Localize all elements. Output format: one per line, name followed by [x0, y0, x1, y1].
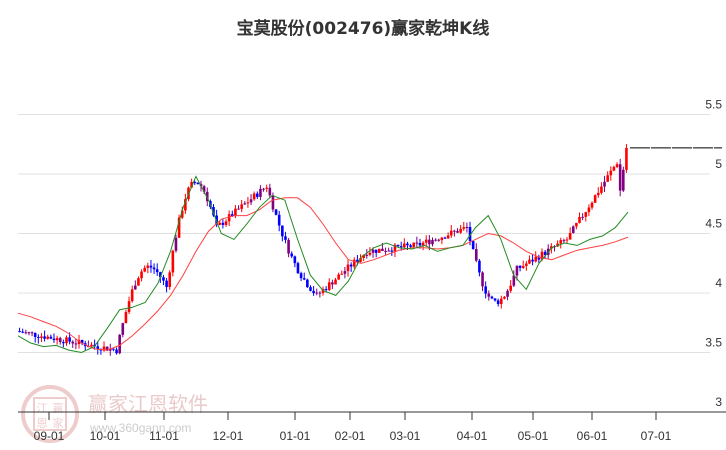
chart-title: 宝莫股份(002476)赢家乾坤K线: [236, 19, 490, 39]
x-tick-label: 09-01: [34, 429, 65, 443]
y-tick-label: 4.5: [705, 217, 722, 231]
y-tick-label: 5.5: [705, 98, 722, 112]
y-tick-label: 3: [715, 395, 722, 409]
grid-lines: [18, 114, 710, 353]
ma-short-line: [17, 175, 629, 354]
y-tick-label: 4: [715, 276, 722, 290]
x-tick-label: 03-01: [390, 429, 421, 443]
y-axis-labels: 3 3.5 4 4.5 5 5.5: [705, 98, 722, 410]
x-tick-label: 05-01: [518, 429, 549, 443]
watermark-seal-icon: 江 赢 恩 家: [21, 385, 79, 443]
x-tick-label: 01-01: [280, 429, 311, 443]
x-tick-label: 12-01: [213, 429, 244, 443]
x-tick-label: 04-01: [457, 429, 488, 443]
watermark-url: www.360gann.com: [89, 421, 191, 435]
x-tick-label: 06-01: [577, 429, 608, 443]
candlesticks: [18, 144, 628, 356]
svg-text:恩: 恩: [37, 417, 48, 430]
svg-text:江: 江: [37, 402, 48, 415]
x-tick-label: 07-01: [641, 429, 672, 443]
svg-text:赢: 赢: [53, 401, 64, 415]
x-tick-label: 10-01: [90, 429, 121, 443]
x-axis: 09-01 10-01 11-01 12-01 01-01 02-01 03-01 04-01…: [18, 411, 726, 443]
x-tick-label: 11-01: [149, 429, 179, 443]
y-tick-label: 3.5: [705, 336, 722, 350]
y-tick-label: 5: [715, 157, 722, 171]
ma-long-line: [17, 197, 629, 351]
svg-text:家: 家: [53, 416, 64, 430]
x-tick-label: 02-01: [335, 429, 366, 443]
